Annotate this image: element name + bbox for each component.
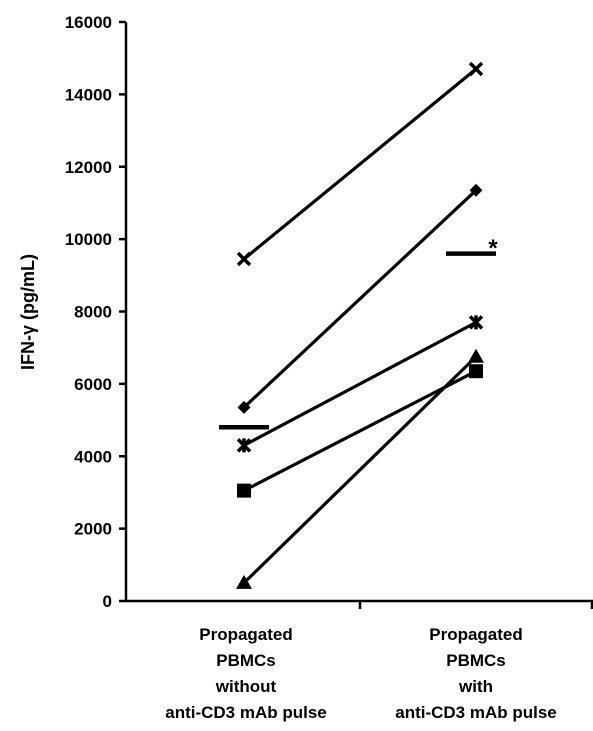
x-ticks [358, 601, 593, 609]
category-label-1-line-2: with [458, 677, 493, 696]
series-0-line [242, 67, 478, 261]
y-axis-label: IFN-γ (pg/mL) [18, 254, 38, 370]
series-4-point-1-glyph [468, 348, 484, 363]
series-0 [236, 61, 484, 267]
category-labels: Propagated PBMCs without anti-CD3 mAb pulse… [165, 625, 557, 722]
category-label-0-line-2: without [215, 677, 277, 696]
series-2-point-1-glyph [468, 315, 484, 330]
y-tick-label-0: 0 [103, 592, 112, 611]
series-1 [237, 183, 483, 414]
series-3 [237, 364, 483, 498]
category-label-0-line-1: PBMCs [216, 651, 276, 670]
series-2 [236, 315, 484, 453]
series-4-point-1 [468, 348, 484, 363]
category-label-0-line-0: Propagated [199, 625, 293, 644]
y-tick-label-2: 4000 [74, 447, 112, 466]
series-0-point-0-glyph [236, 251, 252, 267]
category-label-1: Propagated PBMCs with anti-CD3 mAb pulse [395, 625, 557, 722]
series-1-point-1 [469, 183, 483, 197]
y-tick-label-8: 16000 [65, 13, 112, 32]
y-tick-label-7: 14000 [65, 85, 112, 104]
series-0-point-1 [468, 61, 484, 77]
y-tick-label-3: 6000 [74, 375, 112, 394]
series-3-point-0-glyph [237, 483, 251, 498]
series-3-line [243, 369, 477, 493]
series-4-point-0 [236, 574, 252, 589]
mean-layer [219, 251, 496, 430]
category-label-1-line-0: Propagated [429, 625, 523, 644]
series-2-line [243, 320, 477, 447]
category-label-0: Propagated PBMCs without anti-CD3 mAb pulse [165, 625, 327, 722]
category-label-1-line-3: anti-CD3 mAb pulse [395, 703, 557, 722]
x-axis [126, 599, 593, 609]
series-3-point-0 [237, 483, 251, 498]
series-1-point-0 [237, 400, 251, 414]
series-2-point-0-glyph [236, 438, 252, 453]
series-1-point-0-glyph [237, 400, 251, 414]
y-ticks: 0 2000 4000 6000 8000 10000 12000 14000 16000 [65, 13, 126, 611]
series-1-line [242, 189, 478, 409]
y-tick-label-1: 2000 [74, 520, 112, 539]
series-4-point-0-glyph [236, 574, 252, 589]
series-0-point-0 [236, 251, 252, 267]
category-label-1-line-1: PBMCs [446, 651, 506, 670]
series-4-line [242, 355, 478, 585]
series-4 [236, 348, 484, 589]
series-2-point-1 [468, 315, 484, 330]
category-label-0-line-3: anti-CD3 mAb pulse [165, 703, 327, 722]
series-3-point-1 [469, 364, 483, 379]
y-tick-label-6: 12000 [65, 158, 112, 177]
series-1-point-1-glyph [469, 183, 483, 197]
series-0-point-1-glyph [468, 61, 484, 77]
y-tick-label-5: 10000 [65, 230, 112, 249]
y-axis: 0 2000 4000 6000 8000 10000 12000 14000 16000 [65, 13, 128, 611]
series-3-point-1-glyph [469, 364, 483, 379]
series-2-point-0 [236, 438, 252, 453]
series-layer [236, 61, 484, 589]
y-tick-label-4: 8000 [74, 303, 112, 322]
significance-asterisk: * [488, 235, 498, 262]
